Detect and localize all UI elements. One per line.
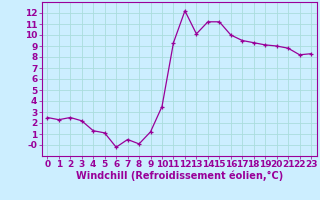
X-axis label: Windchill (Refroidissement éolien,°C): Windchill (Refroidissement éolien,°C) — [76, 171, 283, 181]
